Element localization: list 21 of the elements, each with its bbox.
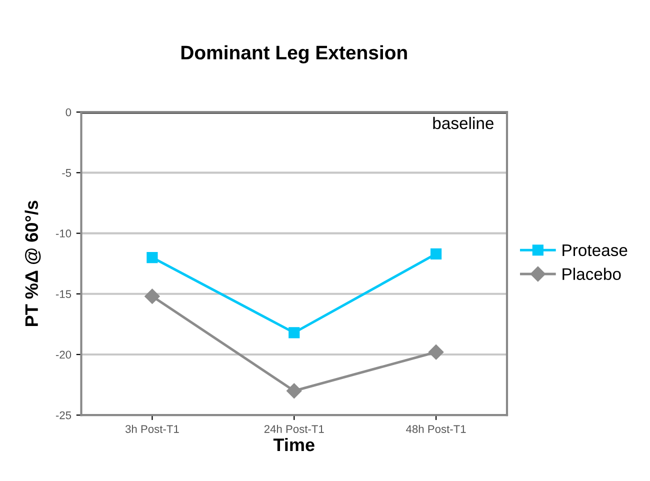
point bbox=[430, 248, 442, 260]
y-tick-label: -5 bbox=[62, 169, 72, 177]
point bbox=[146, 252, 158, 264]
y-axis-title: PT %Δ @ 60°/s bbox=[24, 200, 41, 326]
chart-title: Dominant Leg Extension bbox=[181, 45, 407, 64]
x-tick-label: 3h Post-T1 bbox=[125, 424, 179, 433]
point bbox=[286, 383, 302, 398]
ref-line-label: baseline bbox=[433, 116, 494, 130]
x-axis-title: Time bbox=[273, 438, 314, 452]
legend-label: Protease bbox=[562, 244, 628, 256]
y-tick-label: 0 bbox=[66, 108, 72, 116]
point bbox=[428, 344, 444, 360]
y-tick-label: -20 bbox=[56, 350, 72, 359]
legend-label: Placebo bbox=[562, 268, 621, 280]
y-tick-label: -25 bbox=[56, 411, 72, 420]
point bbox=[144, 288, 160, 304]
y-tick-label: -15 bbox=[56, 290, 72, 298]
point bbox=[288, 327, 300, 338]
x-tick-label: 48h Post-T1 bbox=[406, 424, 466, 433]
y-tick-label: -10 bbox=[56, 230, 72, 238]
x-tick-label: 24h Post-T1 bbox=[264, 424, 324, 433]
